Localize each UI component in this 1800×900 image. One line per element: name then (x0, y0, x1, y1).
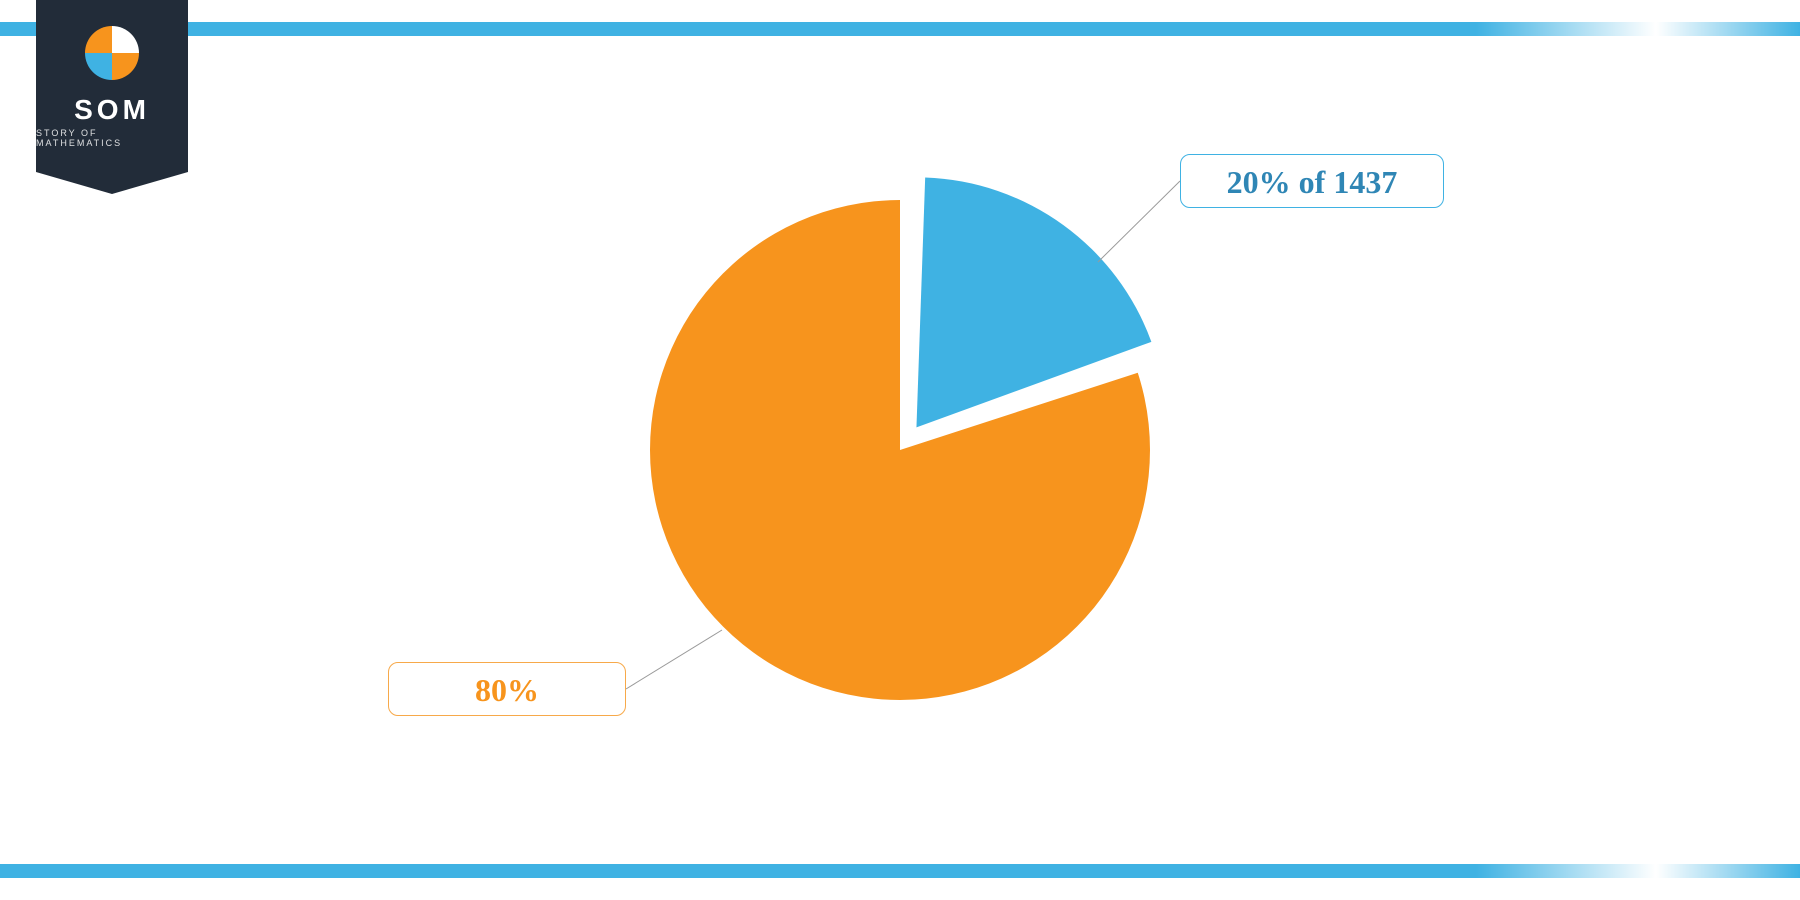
top-accent-bar (0, 22, 1800, 36)
callout-slice-80: 80% (388, 662, 626, 716)
brand-title: SOM (74, 94, 150, 126)
bottom-accent-bar (0, 864, 1800, 878)
brand-logo-icon (85, 26, 139, 80)
leader-line (626, 630, 722, 689)
leader-line (1098, 181, 1180, 262)
callout-label: 20% of 1437 (1227, 164, 1398, 200)
callout-slice-20: 20% of 1437 (1180, 154, 1444, 208)
pie-chart: 20% of 1437 80% (350, 90, 1450, 810)
brand-badge: SOM STORY OF MATHEMATICS (36, 0, 188, 172)
callout-label: 80% (475, 672, 539, 708)
brand-subtitle: STORY OF MATHEMATICS (36, 128, 188, 148)
